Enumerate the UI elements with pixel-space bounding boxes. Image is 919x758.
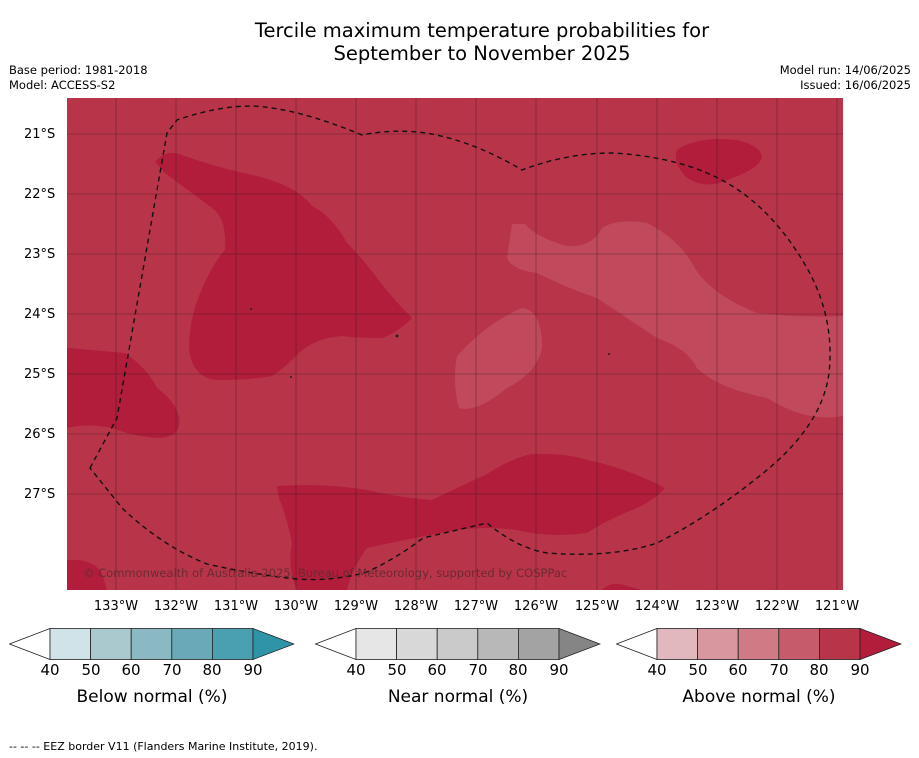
colorbar-tick: 60: [427, 661, 447, 679]
region-above-60-70-central: [454, 308, 542, 409]
colorbar-tick: 70: [162, 661, 182, 679]
colorbar-segment-60-70: [737, 628, 780, 660]
chart-title: Tercile maximum temperature probabilitie…: [0, 19, 919, 65]
colorbar-segment-40-50: [355, 628, 397, 660]
colorbar-below-normal: [8, 627, 296, 664]
lat-label-21s: 21°S: [24, 127, 56, 142]
lon-label-121w: 121°W: [814, 599, 860, 614]
colorbar-tick: 50: [387, 661, 407, 679]
colorbar-tick: 40: [40, 661, 60, 679]
colorbar-tick: 70: [769, 661, 789, 679]
lon-label-122w: 122°W: [754, 599, 800, 614]
island-mark: [290, 376, 292, 378]
colorbar-segment-70-80: [477, 628, 519, 660]
base-period-text: Base period: 1981-2018: [9, 63, 148, 77]
meta-right: Model run: 14/06/2025 Issued: 16/06/2025: [780, 63, 911, 93]
island-mark: [608, 353, 610, 355]
lon-label-130w: 130°W: [273, 599, 319, 614]
colorbar-segment-50-60: [396, 628, 438, 660]
model-text: Model: ACCESS-S2: [9, 78, 116, 92]
issued-text: Issued: 16/06/2025: [800, 78, 911, 92]
colorbar-above-normal: [615, 627, 903, 664]
colorbar-tick: 40: [346, 661, 366, 679]
region-above-80-90-northwest: [155, 153, 412, 380]
colorbar-segment-60-70: [436, 628, 479, 660]
colorbar-tick: 60: [121, 661, 141, 679]
colorbar-segment-60-70: [130, 628, 173, 660]
lon-label-125w: 125°W: [574, 599, 620, 614]
lat-label-25s: 25°S: [24, 367, 56, 382]
colorbar-near-normal: [314, 627, 602, 664]
lon-label-132w: 132°W: [153, 599, 199, 614]
colorbar-segment-80-90: [211, 628, 254, 660]
map-grid: [67, 98, 843, 590]
probability-map: [67, 98, 843, 590]
colorbar-segment-50-60: [697, 628, 739, 660]
title-line-2: September to November 2025: [333, 42, 631, 65]
lat-label-23s: 23°S: [24, 247, 56, 262]
colorbar-low-extension: [615, 627, 658, 661]
region-above-80-90-southwest: [67, 559, 107, 590]
region-above-80-90-southeast: [602, 583, 642, 590]
colorbar-segment-40-50: [656, 628, 698, 660]
lon-label-124w: 124°W: [634, 599, 680, 614]
colorbar-tick: 70: [468, 661, 488, 679]
model-run-text: Model run: 14/06/2025: [779, 63, 911, 77]
colorbar-low-extension: [8, 627, 51, 661]
map-svg: [67, 98, 843, 590]
colorbar-segment-70-80: [171, 628, 213, 660]
colorbar-segment-80-90: [818, 628, 861, 660]
colorbar-high-extension: [558, 627, 602, 661]
lat-label-22s: 22°S: [24, 187, 56, 202]
lat-label-26s: 26°S: [24, 427, 56, 442]
colorbar-tick: 80: [508, 661, 528, 679]
lat-label-27s: 27°S: [24, 487, 56, 502]
lon-label-123w: 123°W: [694, 599, 740, 614]
colorbar-tick: 60: [728, 661, 748, 679]
colorbar-tick: 80: [809, 661, 829, 679]
lon-label-126w: 126°W: [513, 599, 559, 614]
colorbar-segment-70-80: [778, 628, 820, 660]
colorbar-low-extension: [314, 627, 357, 661]
colorbar-segment-80-90: [517, 628, 560, 660]
eez-border: [89, 105, 831, 581]
lat-label-24s: 24°S: [24, 307, 56, 322]
lon-label-127w: 127°W: [453, 599, 499, 614]
lon-label-133w: 133°W: [93, 599, 139, 614]
colorbar-segment-40-50: [49, 628, 91, 660]
title-line-1: Tercile maximum temperature probabilitie…: [254, 19, 710, 42]
colorbar-high-extension: [859, 627, 903, 661]
lon-label-128w: 128°W: [393, 599, 439, 614]
colorbar-high-extension: [252, 627, 296, 661]
region-above-80-90-west: [67, 348, 180, 438]
copyright-text: © Commonwealth of Australia 2025, Bureau…: [83, 566, 568, 580]
region-above-80-90-northeast: [675, 139, 762, 185]
colorbar-tick: 50: [688, 661, 708, 679]
region-above-60-70-east: [507, 221, 843, 418]
island-mark: [250, 308, 252, 310]
colorbar-title-near: Near normal (%): [387, 687, 529, 707]
colorbar-title-above: Above normal (%): [682, 687, 836, 707]
colorbar-title-below: Below normal (%): [76, 687, 228, 707]
colorbar-segment-50-60: [90, 628, 132, 660]
colorbar-tick: 50: [81, 661, 101, 679]
lon-label-129w: 129°W: [333, 599, 379, 614]
meta-left: Base period: 1981-2018 Model: ACCESS-S2: [9, 63, 148, 93]
region-above-80-90-south: [277, 453, 665, 590]
island-mark: [395, 334, 399, 338]
colorbar-tick: 80: [202, 661, 222, 679]
colorbar-tick: 90: [243, 661, 263, 679]
colorbar-tick: 90: [850, 661, 870, 679]
lon-label-131w: 131°W: [213, 599, 259, 614]
eez-footnote: -- -- -- EEZ border V11 (Flanders Marine…: [9, 740, 318, 753]
colorbar-tick: 90: [549, 661, 569, 679]
colorbar-tick: 40: [647, 661, 667, 679]
